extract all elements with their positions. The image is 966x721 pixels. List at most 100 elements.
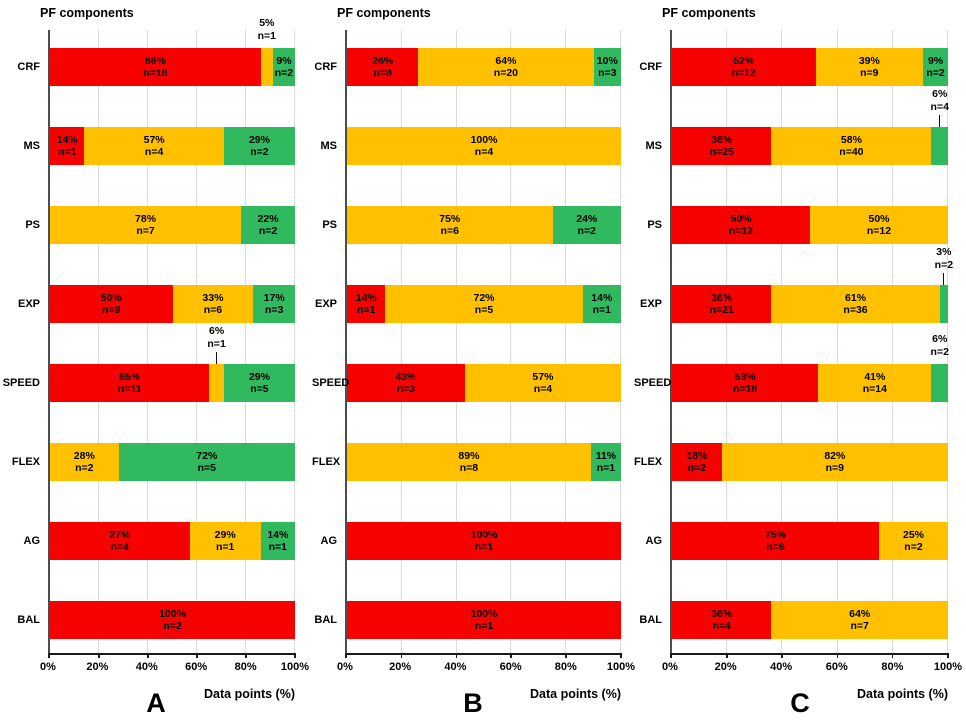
segment-n-label: n=2 xyxy=(687,462,707,474)
x-tick-mark xyxy=(294,653,296,658)
segment-n-label: n=6 xyxy=(766,541,785,553)
gridline xyxy=(565,30,567,653)
y-axis-category-label: MS xyxy=(23,140,41,152)
segment-percent-label: 18% xyxy=(686,449,708,462)
segment-percent-label: 6% xyxy=(932,333,948,345)
segment-n-label: n=9 xyxy=(825,462,845,474)
segment-percent-label: 36% xyxy=(711,607,733,620)
segment-n-label: n=1 xyxy=(57,146,77,158)
bar-segment-green: 9% n=2 xyxy=(272,48,295,86)
segment-n-label: n=4 xyxy=(533,383,553,395)
x-tick-label: 100% xyxy=(606,661,636,673)
bar-segment-red: 50% n=12 xyxy=(672,206,810,244)
x-tick-label: 100% xyxy=(280,661,310,673)
x-tick-mark xyxy=(48,653,50,658)
segment-percent-label: 36% xyxy=(711,133,733,146)
chart-title: PF components xyxy=(662,6,756,20)
segment-percent-label: 33% xyxy=(202,291,224,304)
segment-percent-label: 10% xyxy=(596,54,618,67)
segment-n-label: n=2 xyxy=(934,258,954,271)
segment-percent-label: 3% xyxy=(936,246,952,258)
bar-segment-green: 14% n=1 xyxy=(582,285,621,323)
segment-percent-label: 27% xyxy=(109,528,131,541)
bar-segment-green: 14% n=1 xyxy=(260,522,295,560)
plot-area: 26% n=8 64% n=20 10% n=3 100% n=4 75% n=6 24% n=2 14… xyxy=(345,30,622,658)
bar-segment-red: 36% n=25 xyxy=(672,127,772,165)
segment-percent-label: 50% xyxy=(730,212,752,225)
bar-row: 36% n=25 58% n=40 xyxy=(672,127,948,165)
bar-segment-orange: 82% n=9 xyxy=(721,443,948,481)
segment-n-label: n=40 xyxy=(839,146,864,158)
bar-segment-orange xyxy=(209,364,224,402)
x-tick-mark xyxy=(245,653,247,658)
bar-row: 36% n=4 64% n=7 xyxy=(672,601,948,639)
x-axis-label: Data points (%) xyxy=(857,687,948,701)
segment-n-label: n=4 xyxy=(144,146,164,158)
segment-percent-label: 25% xyxy=(902,528,924,541)
segment-n-label: n=2 xyxy=(258,225,278,237)
segment-n-label: n=4 xyxy=(110,541,130,553)
x-tick-label: 80% xyxy=(554,661,577,673)
segment-n-label: n=6 xyxy=(203,304,223,316)
segment-n-label: n=2 xyxy=(930,345,949,358)
segment-n-label: n=1 xyxy=(592,304,611,316)
segment-percent-label: 22% xyxy=(257,212,279,225)
segment-n-label: n=6 xyxy=(440,225,459,237)
gridline xyxy=(781,30,783,653)
plot-area: 52% n=12 39% n=9 9% n=2 36% n=25 58% n=40 6% n=4 50%… xyxy=(670,30,953,658)
y-axis-category-label: AG xyxy=(320,535,338,547)
bar-row: 65% n=11 29% n=5 xyxy=(50,364,295,402)
x-tick-mark xyxy=(147,653,149,658)
segment-percent-label: 28% xyxy=(73,449,95,462)
bar-segment-red: 14% n=1 xyxy=(50,127,85,165)
segment-n-label: n=21 xyxy=(709,304,734,316)
above-bar-label: 6% n=1 xyxy=(207,325,225,350)
bar-segment-orange: 58% n=40 xyxy=(771,127,932,165)
gridline xyxy=(510,30,512,653)
bar-segment-green: 11% n=1 xyxy=(590,443,621,481)
segment-n-label: n=12 xyxy=(728,225,754,237)
segment-percent-label: 41% xyxy=(864,370,886,383)
panel-letter: A xyxy=(146,688,166,718)
x-tick-mark xyxy=(947,653,949,658)
y-axis-category-label: CRF xyxy=(314,61,337,73)
bar-row: 27% n=4 29% n=1 14% n=1 xyxy=(50,522,295,560)
x-tick-label: 80% xyxy=(881,661,904,673)
x-tick-mark xyxy=(891,653,894,658)
segment-percent-label: 100% xyxy=(470,528,498,541)
x-tick-mark xyxy=(455,653,458,658)
segment-n-label: n=1 xyxy=(474,541,494,553)
chart-panel-a: PF components 86% n=18 9% n=2 5% n=1 14% n=1 57% n… xyxy=(0,0,312,721)
x-tick-mark xyxy=(781,653,783,658)
segment-n-label: n=2 xyxy=(577,225,596,237)
y-axis-category-label: BAL xyxy=(639,614,662,626)
segment-n-label: n=25 xyxy=(709,146,734,158)
panel-letter: B xyxy=(463,688,483,718)
segment-percent-label: 53% xyxy=(734,370,756,383)
x-axis-ticks: 0% 20% 40% 60% 80% 100% xyxy=(337,661,635,675)
segment-percent-label: 39% xyxy=(858,54,880,67)
x-tick-mark xyxy=(510,653,512,658)
bar-row: 36% n=21 61% n=36 xyxy=(672,285,948,323)
y-axis-category-label: SPEED xyxy=(634,377,672,389)
gridline xyxy=(455,30,457,653)
segment-n-label: n=7 xyxy=(136,225,155,237)
bar-row: 28% n=2 72% n=5 xyxy=(50,443,295,481)
segment-percent-label: 65% xyxy=(119,370,141,383)
segment-n-label: n=1 xyxy=(474,620,494,632)
x-tick-label: 40% xyxy=(135,661,158,673)
bar-segment-green xyxy=(939,285,948,323)
segment-percent-label: 29% xyxy=(248,370,270,383)
y-axis-category-label: BAL xyxy=(314,614,337,626)
segment-n-label: n=20 xyxy=(493,67,519,79)
y-axis-category-label: PS xyxy=(322,219,337,231)
segment-percent-label: 9% xyxy=(276,54,292,67)
bar-segment-green: 29% n=5 xyxy=(223,364,295,402)
gridline xyxy=(947,30,948,653)
bar-segment-green: 24% n=2 xyxy=(552,206,621,244)
bar-row: 89% n=8 11% n=1 xyxy=(347,443,621,481)
x-tick-label: 0% xyxy=(662,661,678,673)
segment-percent-label: 61% xyxy=(845,291,867,304)
segment-percent-label: 72% xyxy=(196,449,218,462)
segment-percent-label: 14% xyxy=(267,528,289,541)
